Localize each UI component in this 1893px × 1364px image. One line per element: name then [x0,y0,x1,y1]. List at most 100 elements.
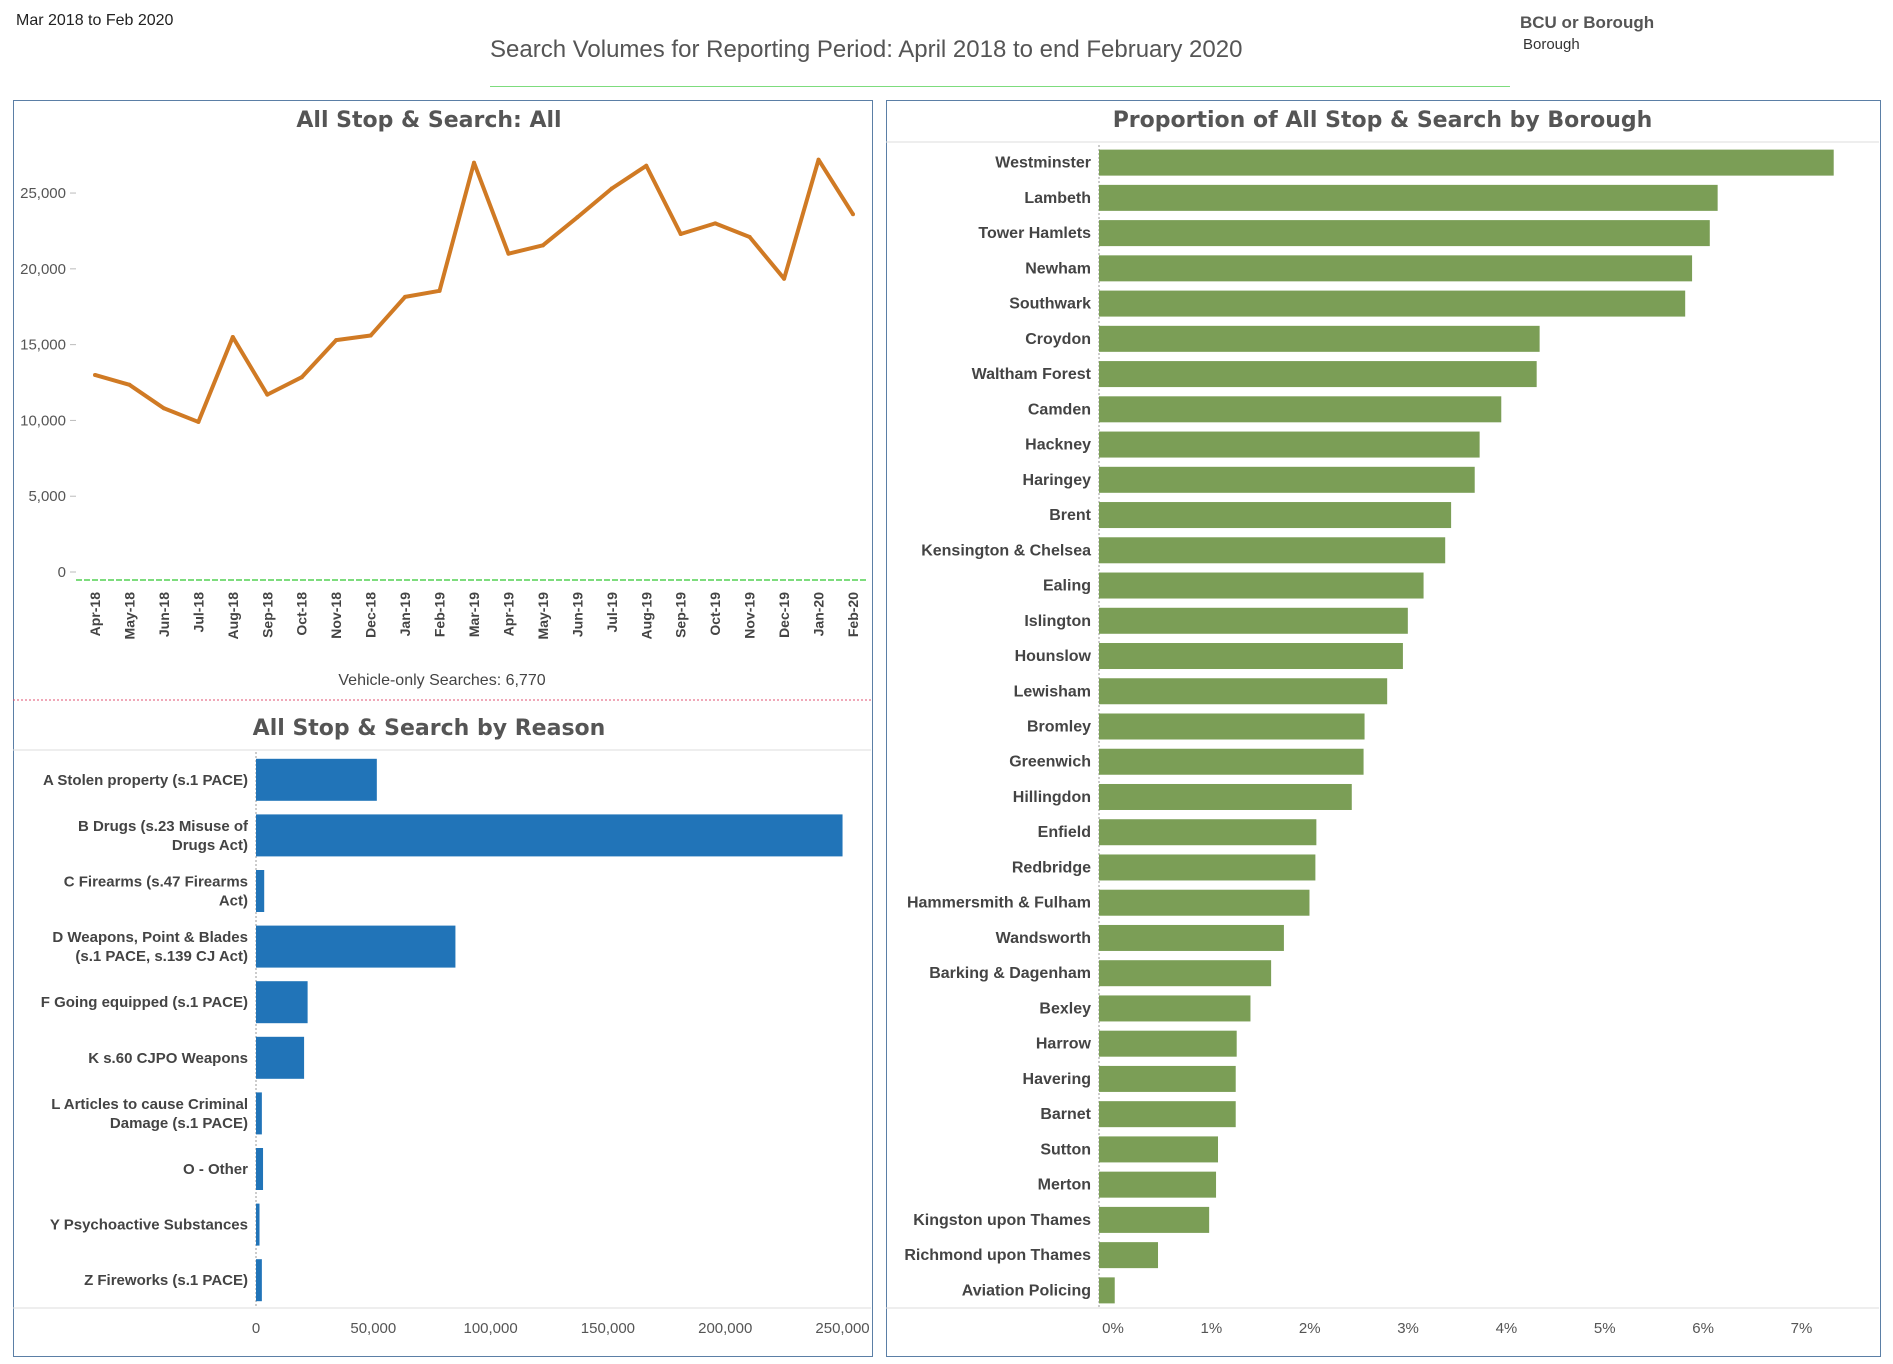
title-underline [490,86,1510,87]
borough-label: Islington [1024,613,1091,630]
x-tick-label: Feb-20 [845,592,861,637]
x-tick-label: Sep-18 [259,592,275,638]
data-point [230,335,235,340]
data-point [196,419,201,424]
borough-label: Enfield [1038,824,1091,841]
x-tick-label: Dec-19 [776,592,792,638]
reason-label: Z Fireworks (s.1 PACE) [84,1272,248,1289]
reason-bar [256,1259,262,1302]
borough-bar [1099,924,1284,951]
x-tick-label: Aug-19 [638,592,654,640]
reason-label: Y Psychoactive Substances [50,1217,248,1234]
borough-label: Lewisham [1014,683,1091,700]
x-tick-label: Mar-19 [466,592,482,637]
data-point [506,251,511,256]
borough-bar [1099,889,1310,916]
borough-bar [1099,607,1408,634]
reason-label: O - Other [183,1161,248,1178]
data-point [540,243,545,248]
x-tick-label: Jul-18 [190,592,206,633]
reason-bar [256,870,265,912]
borough-bar [1099,995,1251,1022]
borough-label: Barking & Dagenham [929,965,1091,982]
borough-label: Harrow [1036,1036,1092,1053]
borough-label: Kensington & Chelsea [921,542,1091,559]
x-tick-label: 2% [1299,1320,1321,1337]
reason-bar [256,1148,264,1190]
borough-bar [1099,1065,1236,1092]
borough-label: Kingston upon Thames [913,1212,1091,1229]
data-point [472,160,476,165]
reason-label: A Stolen property (s.1 PACE) [43,772,248,789]
borough-label: Hillingdon [1013,789,1091,806]
x-tick-label: Jan-19 [397,592,413,637]
x-tick-label: Apr-19 [500,592,516,637]
borough-label: Redbridge [1012,859,1091,876]
borough-bar [1099,184,1718,211]
borough-label: Tower Hamlets [978,225,1091,242]
borough-bar [1099,748,1364,775]
y-tick-label: 15,000 [20,337,66,354]
borough-label: Bexley [1039,1000,1091,1017]
reason-bar [256,1203,260,1246]
borough-bar [1099,396,1502,423]
data-point [265,392,270,397]
x-tick-label: 100,000 [463,1320,517,1337]
borough-label: Merton [1038,1177,1091,1194]
borough-label: Westminster [995,155,1091,172]
x-tick-label: 150,000 [581,1320,635,1337]
x-tick-label: Oct-18 [294,592,310,636]
series-line [94,157,855,424]
data-point [609,186,614,191]
data-point [782,276,787,281]
x-tick-label: Sep-19 [673,592,689,638]
x-tick-label: 200,000 [698,1320,752,1337]
x-tick-label: Dec-18 [363,592,379,638]
borough-bar [1099,537,1446,564]
borough-bar [1099,819,1317,846]
data-point [334,338,339,343]
borough-label: Waltham Forest [972,366,1092,383]
borough-label: Hammersmith & Fulham [907,895,1091,912]
data-point [403,294,408,299]
borough-label: Newham [1025,260,1091,277]
x-tick-label: Nov-18 [328,592,344,639]
borough-bar [1099,220,1710,247]
reason-label: F Going equipped (s.1 PACE) [41,994,248,1011]
borough-bar [1099,149,1834,176]
x-tick-label: 4% [1496,1320,1518,1337]
x-tick-label: Feb-19 [432,592,448,637]
reason-bar [256,925,456,968]
borough-label: Haringey [1023,472,1092,489]
borough-bar [1099,1101,1236,1128]
x-tick-label: May-19 [535,592,551,640]
x-tick-label: 5% [1594,1320,1616,1337]
borough-label: Bromley [1027,719,1091,736]
data-point [678,231,683,236]
data-point [127,382,132,387]
period-label: Mar 2018 to Feb 2020 [16,12,174,29]
vehicle-only-note: Vehicle-only Searches: 6,770 [338,672,546,689]
filter-value[interactable]: Borough [1523,36,1580,53]
borough-label: Hackney [1025,437,1091,454]
reason-bar [256,1092,262,1135]
x-tick-label: 250,000 [815,1320,869,1337]
reason-label: Damage (s.1 PACE) [110,1115,248,1132]
reason-bar [256,814,843,857]
y-tick-label: 0 [58,564,66,581]
data-point [437,288,442,293]
borough-label: Havering [1023,1071,1091,1088]
borough-label: Wandsworth [996,930,1091,947]
reason-label: C Firearms (s.47 Firearms [64,874,248,891]
borough-bar [1099,290,1686,317]
borough-bar [1099,325,1540,352]
reason-label: K s.60 CJPO Weapons [88,1050,248,1067]
borough-bar [1099,1242,1159,1269]
borough-label: Croydon [1025,331,1091,348]
x-tick-label: 6% [1692,1320,1714,1337]
borough-label: Hounslow [1015,648,1092,665]
y-tick-label: 25,000 [20,185,66,202]
y-tick-label: 20,000 [20,261,66,278]
x-tick-label: 7% [1791,1320,1813,1337]
